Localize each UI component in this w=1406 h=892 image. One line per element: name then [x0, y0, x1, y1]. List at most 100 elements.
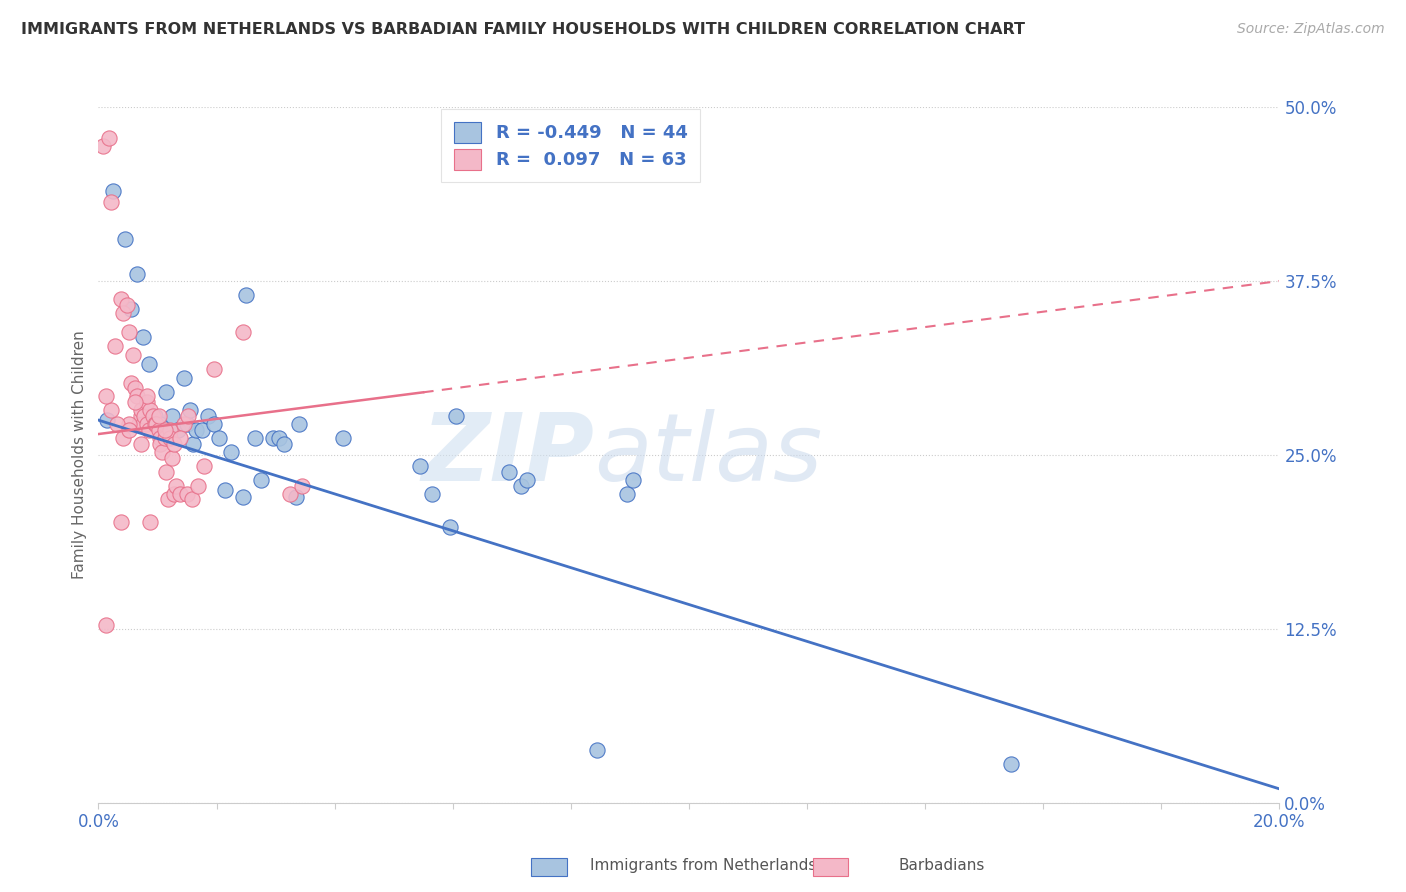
Point — [135, 395, 157, 409]
Point — [139, 403, 162, 417]
Point — [163, 437, 186, 451]
Point — [202, 361, 225, 376]
Point — [184, 423, 207, 437]
Text: Immigrants from Netherlands: Immigrants from Netherlands — [589, 858, 817, 872]
Point — [278, 487, 302, 501]
Point — [96, 413, 118, 427]
Text: IMMIGRANTS FROM NETHERLANDS VS BARBADIAN FAMILY HOUSEHOLDS WITH CHILDREN CORRELA: IMMIGRANTS FROM NETHERLANDS VS BARBADIAN… — [21, 22, 1025, 37]
Point — [145, 417, 167, 432]
Point — [208, 431, 231, 445]
Point — [155, 385, 177, 400]
Point — [169, 431, 191, 445]
Point — [332, 431, 354, 445]
Point — [114, 232, 136, 246]
Point — [177, 409, 200, 423]
Point — [120, 376, 142, 390]
Point — [128, 417, 150, 432]
Point — [180, 492, 202, 507]
Point — [120, 301, 142, 316]
Point — [173, 371, 195, 385]
Point — [100, 194, 122, 209]
Point — [159, 431, 181, 445]
Point — [1000, 756, 1022, 771]
Point — [155, 465, 177, 479]
Point — [586, 743, 609, 757]
Point — [112, 431, 135, 445]
Point — [444, 409, 467, 423]
Point — [169, 487, 191, 501]
Point — [187, 478, 209, 492]
Point — [262, 431, 284, 445]
Point — [159, 423, 181, 437]
Point — [115, 298, 138, 312]
Point — [91, 139, 114, 153]
Legend: R = -0.449   N = 44, R =  0.097   N = 63: R = -0.449 N = 44, R = 0.097 N = 63 — [441, 109, 700, 183]
Point — [173, 417, 195, 432]
Point — [138, 423, 160, 437]
Point — [162, 450, 183, 465]
Text: Source: ZipAtlas.com: Source: ZipAtlas.com — [1237, 22, 1385, 37]
Point — [143, 409, 166, 423]
Point — [124, 381, 146, 395]
Point — [214, 483, 236, 497]
Point — [235, 288, 257, 302]
Text: ZIP: ZIP — [422, 409, 595, 501]
Point — [273, 437, 295, 451]
Point — [420, 487, 443, 501]
Point — [98, 130, 121, 145]
Point — [516, 473, 538, 487]
Point — [162, 409, 183, 423]
Point — [124, 395, 146, 409]
Point — [409, 458, 432, 473]
Point — [176, 417, 198, 432]
Point — [118, 423, 141, 437]
Point — [129, 403, 152, 417]
Point — [104, 339, 127, 353]
Point — [165, 478, 187, 492]
Point — [288, 417, 311, 432]
Point — [285, 490, 308, 504]
Point — [149, 431, 172, 445]
Text: atlas: atlas — [595, 409, 823, 500]
Point — [202, 417, 225, 432]
Point — [179, 403, 201, 417]
Point — [142, 409, 165, 423]
Point — [100, 403, 122, 417]
Point — [163, 487, 186, 501]
Point — [94, 617, 117, 632]
Point — [125, 389, 148, 403]
Point — [191, 423, 214, 437]
Point — [509, 478, 531, 492]
Point — [143, 417, 166, 432]
Point — [153, 423, 176, 437]
Point — [232, 326, 254, 340]
Point — [267, 431, 290, 445]
Point — [291, 478, 314, 492]
Point — [197, 409, 219, 423]
Point — [181, 437, 204, 451]
Text: Barbadians: Barbadians — [898, 858, 986, 872]
Point — [110, 515, 132, 529]
Point — [118, 417, 141, 432]
Point — [149, 417, 172, 432]
Point — [193, 458, 215, 473]
Point — [439, 520, 461, 534]
Point — [621, 473, 644, 487]
Point — [112, 306, 135, 320]
Y-axis label: Family Households with Children: Family Households with Children — [72, 331, 87, 579]
Point — [129, 437, 152, 451]
Point — [148, 423, 170, 437]
Point — [167, 423, 190, 437]
Point — [125, 267, 148, 281]
Point — [139, 515, 162, 529]
Point — [232, 490, 254, 504]
Point — [135, 389, 157, 403]
Point — [176, 487, 198, 501]
Point — [498, 465, 520, 479]
Point — [129, 409, 152, 423]
Point — [219, 445, 243, 459]
Point — [157, 492, 180, 507]
Point — [243, 431, 266, 445]
Point — [616, 487, 638, 501]
Point — [150, 445, 173, 459]
